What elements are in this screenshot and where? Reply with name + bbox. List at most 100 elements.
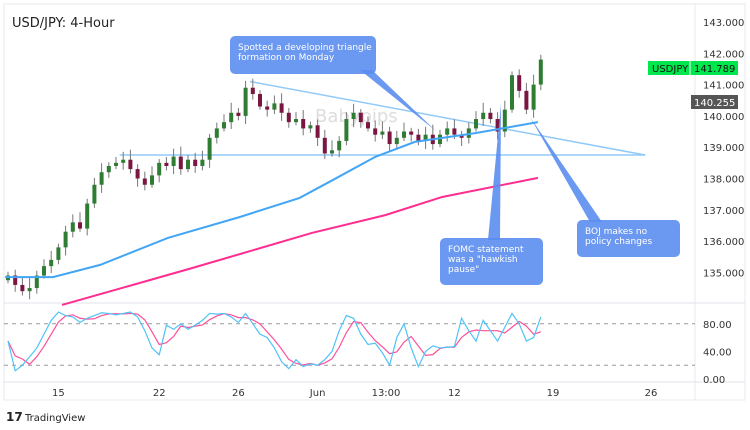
tradingview-logo[interactable]: 17 TradingView <box>6 410 85 424</box>
tradingview-brand: TradingView <box>24 413 85 424</box>
candle-bullish <box>207 137 212 160</box>
candle-bullish <box>474 119 478 129</box>
candle-bullish <box>85 203 90 229</box>
stoch-tick-label: 80.00 <box>703 320 732 331</box>
chart-title: USD/JPY: 4-Hour <box>12 16 115 31</box>
candle-bullish <box>402 131 406 138</box>
candle-bearish <box>409 131 414 135</box>
candle-bullish <box>106 165 111 173</box>
price-tick-label: 137.000 <box>703 206 744 217</box>
candle-bearish <box>164 162 169 166</box>
candle-bearish <box>315 125 320 138</box>
candle-bearish <box>193 159 198 166</box>
candle-bullish <box>70 222 75 232</box>
candle-bearish <box>20 284 25 292</box>
price-tick-label: 143.000 <box>703 18 744 29</box>
candle-bullish <box>538 59 543 85</box>
last-price-label: 141.789 <box>694 64 735 75</box>
candle-bearish <box>178 156 183 170</box>
descending-trendline <box>249 80 646 156</box>
moving-averages <box>5 121 539 306</box>
candle-bullish <box>344 119 349 141</box>
candle-bearish <box>236 112 241 116</box>
symbol-label: USDJPY <box>652 64 689 75</box>
candle-bullish <box>308 125 313 129</box>
callout-text: BOJ makes no <box>585 227 648 237</box>
candle-bullish <box>330 150 334 154</box>
price-axis: 143.000 142.000 141.000 140.000 139.000 138.0… <box>703 18 744 279</box>
candle-bullish <box>63 231 68 248</box>
callout-text: FOMC statement <box>448 245 524 255</box>
time-tick-label: 22 <box>153 388 166 399</box>
callout-box <box>440 238 543 285</box>
stoch-k-line <box>7 311 542 372</box>
candle-bullish <box>423 134 428 141</box>
candle-bullish <box>510 75 514 110</box>
time-tick-label: 13:00 <box>372 388 401 399</box>
marker-price-bg <box>691 95 738 109</box>
time-tick-label: Jun <box>309 388 326 399</box>
callout-text: Spotted a developing triangle <box>238 43 372 53</box>
callout-box <box>230 36 376 74</box>
candle-bearish <box>279 103 284 113</box>
candle-bullish <box>502 109 507 132</box>
candle-bearish <box>135 169 140 179</box>
candle-bearish <box>142 178 147 185</box>
candle-bullish <box>531 84 536 110</box>
stoch-tick-label: 0.00 <box>703 375 725 386</box>
candle-bearish <box>358 112 363 123</box>
candle-bullish <box>42 266 46 276</box>
candle-bearish <box>517 75 522 91</box>
candle-bullish <box>121 159 126 163</box>
tradingview-logo-icon: 17 <box>6 410 23 424</box>
candles <box>6 54 543 300</box>
candle-bullish <box>200 159 205 166</box>
candle-bullish <box>27 288 32 292</box>
price-tick-label: 136.000 <box>703 237 744 248</box>
candle-bullish <box>171 156 176 166</box>
callout-text: pause" <box>448 265 479 275</box>
candle-bearish <box>322 137 327 154</box>
candle-bullish <box>294 119 298 123</box>
candle-bullish <box>186 159 190 170</box>
candle-bullish <box>481 112 486 120</box>
price-tick-label: 142.000 <box>703 49 744 60</box>
candle-bullish <box>49 259 54 267</box>
candle-bearish <box>366 122 370 129</box>
candle-bearish <box>13 275 18 285</box>
time-tick-label: 12 <box>448 388 461 399</box>
candle-bullish <box>157 162 162 176</box>
candle-bullish <box>272 103 277 110</box>
candle-bearish <box>459 134 464 138</box>
callout-pointer <box>530 117 602 222</box>
candle-bullish <box>222 122 226 129</box>
candle-bearish <box>265 106 270 110</box>
candle-bullish <box>114 162 118 166</box>
candle-bearish <box>258 93 262 107</box>
candle-bullish <box>380 131 385 135</box>
marker-price-badge: 140.255 <box>691 95 738 109</box>
price-tick-label: 141.000 <box>703 81 744 92</box>
candle-bullish <box>99 172 104 185</box>
callout-pointer <box>488 104 501 240</box>
time-tick-label: 26 <box>232 388 245 399</box>
candle-bullish <box>229 112 234 123</box>
candle-bullish <box>337 140 342 151</box>
time-tick-label: 26 <box>645 388 658 399</box>
candle-bearish <box>128 159 133 170</box>
price-tick-label: 140.000 <box>703 112 744 123</box>
callout-text: policy changes <box>585 237 652 247</box>
ma-slow-line <box>61 176 539 306</box>
price-tick-label: 139.000 <box>703 143 744 154</box>
time-axis: 15 22 26 Jun 13:00 12 19 26 <box>52 388 657 399</box>
stochastic-pane: 80.00 40.00 0.00 <box>4 311 732 386</box>
time-tick-label: 19 <box>547 388 560 399</box>
watermark: Babypips <box>315 106 398 127</box>
candle-bullish <box>394 137 399 145</box>
marker-price-label: 140.255 <box>694 98 735 109</box>
time-tick-label: 15 <box>52 388 65 399</box>
candle-bullish <box>92 184 97 204</box>
candle-bearish <box>250 87 255 94</box>
